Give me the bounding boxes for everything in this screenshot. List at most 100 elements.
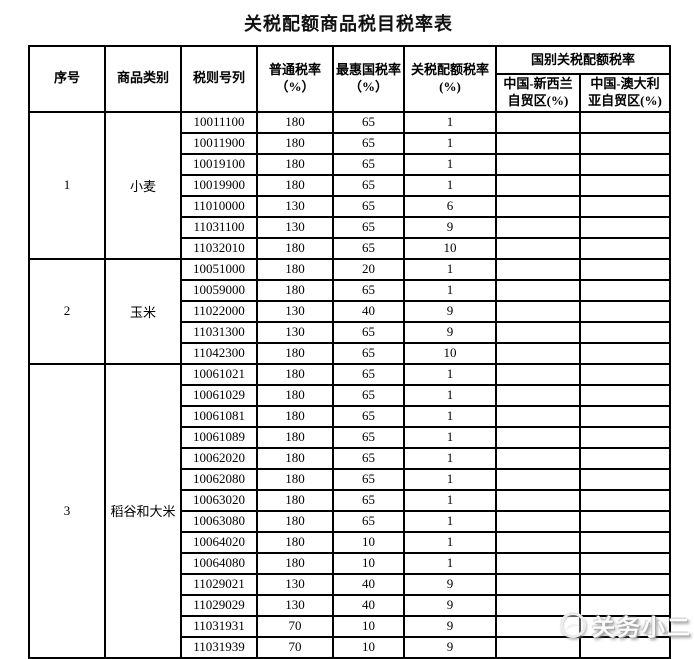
nz-fta-rate-cell [495,215,581,239]
mfn-rate-cell [332,656,405,659]
col-header-quota-rate: 关税配额税率 (%) [403,45,497,113]
mfn-rate-cell: 40 [332,593,405,617]
quota-rate-cell: 6 [403,194,497,218]
au-fta-rate-cell [578,488,672,512]
tariff-code-cell: 11010000 [180,194,258,218]
table-row: 10011900 180 65 1 [29,131,672,155]
general-rate-cell: 180 [256,257,334,281]
tariff-code-cell [180,656,258,659]
nz-fta-rate-cell [495,194,581,218]
general-rate-cell: 180 [256,404,334,428]
quota-rate-cell: 9 [403,635,497,659]
tariff-code-cell: 11042300 [180,341,258,365]
table-row: 10061029 180 65 1 [29,383,672,407]
tariff-code-cell: 10063020 [180,488,258,512]
nz-fta-rate-cell [495,614,581,638]
nz-fta-rate-cell [495,341,581,365]
table-row: 11029029 130 40 9 [29,593,672,617]
table-row: 10061081 180 65 1 [29,404,672,428]
general-rate-cell: 180 [256,446,334,470]
quota-rate-cell: 9 [403,593,497,617]
au-fta-rate-cell [578,215,672,239]
tariff-code-cell: 10051000 [180,257,258,281]
col-header-general-rate: 普通税率 （%） [256,45,334,113]
general-rate-cell: 130 [256,320,334,344]
table-header: 序号 商品类别 税则号列 普通税率 （%） 最惠国税率 （%） 关税配额税率 (… [28,45,672,113]
quota-rate-cell: 9 [403,572,497,596]
general-rate-cell: 130 [256,593,334,617]
quota-rate-cell: 1 [403,173,497,197]
tariff-code-cell: 11032010 [180,236,258,260]
tariff-code-cell: 11029029 [180,593,258,617]
quota-rate-cell [403,656,497,659]
table-row: 10064020 180 10 1 [29,530,672,554]
tariff-code-cell: 11029021 [180,572,258,596]
table-row [28,656,672,659]
quota-rate-cell: 10 [403,341,497,365]
mfn-rate-cell: 10 [332,635,405,659]
col-header-mfn-rate: 最惠国税率 （%） [332,45,405,113]
mfn-rate-cell: 10 [332,530,405,554]
serial-cell: 1 [28,110,106,260]
general-rate-cell: 180 [256,110,334,134]
table-row: 11010000 130 65 6 [29,194,672,218]
quota-rate-cell: 1 [403,278,497,302]
general-rate-cell: 180 [256,236,334,260]
nz-fta-rate-cell [495,425,581,449]
general-rate-cell: 130 [256,194,334,218]
au-fta-rate-cell [578,593,672,617]
quota-rate-cell: 1 [403,530,497,554]
nz-fta-rate-cell [495,530,581,554]
general-rate-cell: 180 [256,425,334,449]
mfn-rate-cell: 65 [332,362,405,386]
mfn-rate-cell: 65 [332,152,405,176]
table-row: 10019100 180 65 1 [29,152,672,176]
general-rate-cell: 180 [256,152,334,176]
quota-rate-cell: 1 [403,257,497,281]
tariff-code-cell: 10019100 [180,152,258,176]
nz-fta-rate-cell [495,593,581,617]
tariff-code-cell: 10062080 [180,467,258,491]
tariff-code-cell: 10061029 [180,383,258,407]
tariff-code-cell: 10063080 [180,509,258,533]
table-row: 10064080 180 10 1 [29,551,672,575]
col-header-tariff-code: 税则号列 [180,45,258,113]
quota-rate-cell: 1 [403,467,497,491]
table-row: 11031100 130 65 9 [29,215,672,239]
tariff-code-cell: 11022000 [180,299,258,323]
tariff-quota-rate-table: 序号 商品类别 税则号列 普通税率 （%） 最惠国税率 （%） 关税配额税率 (… [28,45,672,659]
serial-cell: 2 [28,257,106,365]
table-row: 10061089 180 65 1 [29,425,672,449]
quota-rate-cell: 9 [403,299,497,323]
mfn-rate-cell: 65 [332,425,405,449]
au-fta-rate-cell [578,404,672,428]
table-row: 10063080 180 65 1 [29,509,672,533]
mfn-rate-cell: 10 [332,614,405,638]
tariff-code-cell: 10019900 [180,173,258,197]
au-fta-rate-cell [578,656,672,659]
mfn-rate-cell: 65 [332,467,405,491]
tariff-code-cell: 10064080 [180,551,258,575]
nz-fta-rate-cell [495,446,581,470]
table-row: 11031931 70 10 9 [29,614,672,638]
col-header-serial: 序号 [28,45,106,113]
au-fta-rate-cell [578,614,672,638]
general-rate-cell: 180 [256,341,334,365]
serial-cell [28,656,106,659]
tariff-code-cell: 10011100 [180,110,258,134]
table-row: 11031939 70 10 9 [29,635,672,659]
quota-rate-cell: 9 [403,614,497,638]
col-header-country-quota-group: 国别关税配额税率 [494,45,672,75]
au-fta-rate-cell [578,572,672,596]
table-row: 11042300 180 65 10 [29,341,672,365]
quota-rate-cell: 9 [403,215,497,239]
mfn-rate-cell: 65 [332,194,405,218]
au-fta-rate-cell [578,341,672,365]
tariff-code-cell: 10062020 [180,446,258,470]
general-rate-cell: 180 [256,530,334,554]
nz-fta-rate-cell [495,173,581,197]
quota-rate-cell: 1 [403,551,497,575]
quota-rate-cell: 1 [403,404,497,428]
au-fta-rate-cell [578,173,672,197]
tariff-code-cell: 11031931 [180,614,258,638]
